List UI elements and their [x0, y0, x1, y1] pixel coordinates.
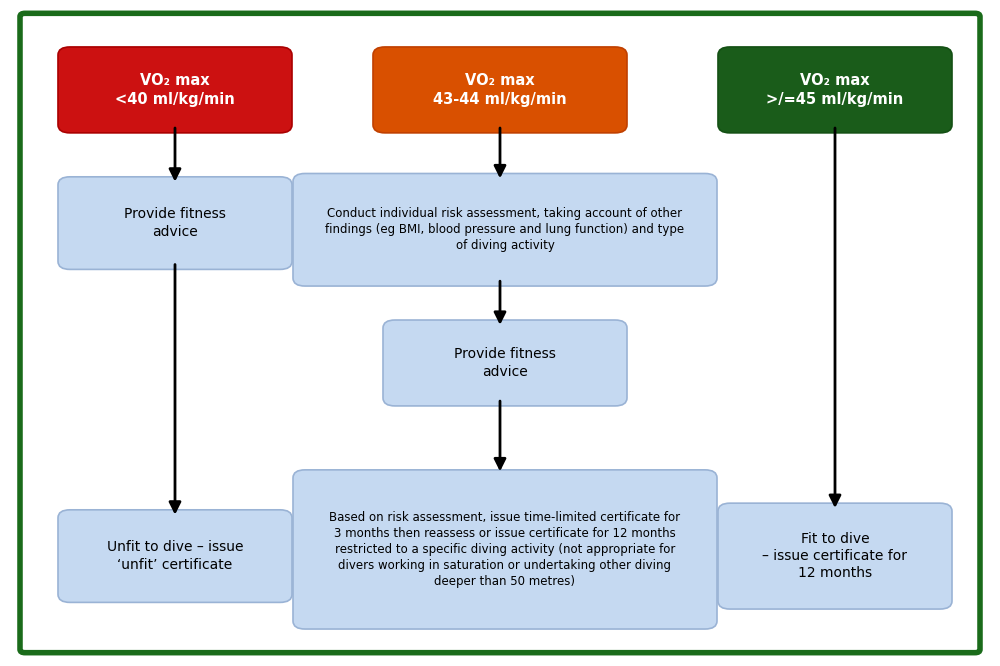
Text: VO₂ max
>/=45 ml/kg/min: VO₂ max >/=45 ml/kg/min [766, 73, 904, 107]
FancyBboxPatch shape [373, 47, 627, 133]
FancyBboxPatch shape [58, 510, 292, 602]
FancyBboxPatch shape [20, 13, 980, 653]
Text: VO₂ max
43-44 ml/kg/min: VO₂ max 43-44 ml/kg/min [433, 73, 567, 107]
Text: Conduct individual risk assessment, taking account of other
findings (eg BMI, bl: Conduct individual risk assessment, taki… [325, 207, 685, 252]
Text: Based on risk assessment, issue time-limited certificate for
3 months then reass: Based on risk assessment, issue time-lim… [329, 511, 681, 588]
FancyBboxPatch shape [293, 470, 717, 629]
Text: Provide fitness
advice: Provide fitness advice [454, 348, 556, 378]
FancyBboxPatch shape [58, 176, 292, 269]
FancyBboxPatch shape [718, 47, 952, 133]
Text: Provide fitness
advice: Provide fitness advice [124, 208, 226, 238]
Text: VO₂ max
<40 ml/kg/min: VO₂ max <40 ml/kg/min [115, 73, 235, 107]
Text: Unfit to dive – issue
‘unfit’ certificate: Unfit to dive – issue ‘unfit’ certificat… [107, 541, 243, 571]
FancyBboxPatch shape [718, 503, 952, 609]
Text: Fit to dive
– issue certificate for
12 months: Fit to dive – issue certificate for 12 m… [763, 532, 908, 580]
FancyBboxPatch shape [383, 320, 627, 406]
FancyBboxPatch shape [58, 47, 292, 133]
FancyBboxPatch shape [293, 173, 717, 286]
